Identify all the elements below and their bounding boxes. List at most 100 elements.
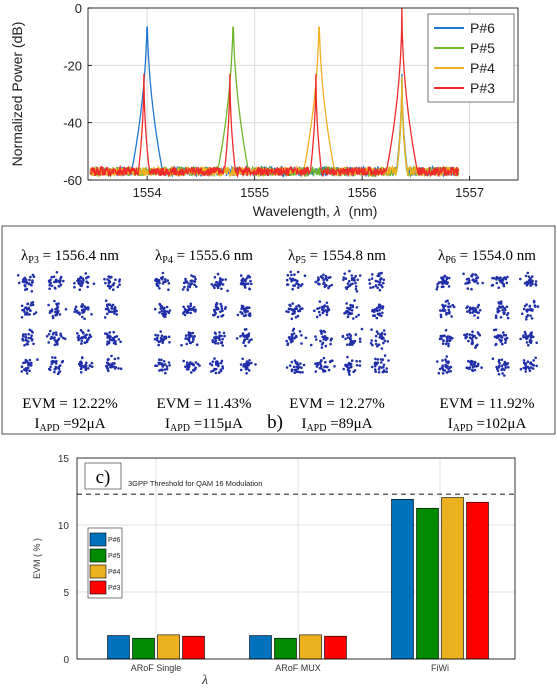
symbol-point bbox=[346, 343, 349, 346]
symbol-point bbox=[188, 307, 191, 311]
symbol-point bbox=[525, 283, 529, 287]
symbol-point bbox=[23, 368, 27, 372]
symbol-point bbox=[215, 302, 219, 305]
symbol-point bbox=[191, 340, 194, 343]
symbol-point bbox=[241, 357, 244, 361]
symbol-point bbox=[240, 279, 243, 282]
symbol-point bbox=[242, 341, 245, 344]
symbol-point bbox=[80, 305, 83, 308]
constellation-panel: λP3 = 1556.4 nm EVM = 12.22% IAPD =92μA λP4… bbox=[0, 224, 557, 436]
symbol-point bbox=[344, 277, 348, 280]
symbol-point bbox=[186, 285, 190, 288]
x-axis-title-unit: (nm) bbox=[349, 203, 378, 219]
symbol-point bbox=[448, 310, 451, 314]
symbol-point bbox=[48, 280, 51, 284]
symbol-point bbox=[291, 339, 294, 343]
symbol-point bbox=[182, 359, 185, 363]
symbol-point bbox=[344, 363, 347, 367]
symbol-point bbox=[161, 271, 165, 275]
symbol-point bbox=[476, 343, 479, 347]
symbol-point bbox=[107, 357, 110, 361]
iapd-subscript: APD bbox=[170, 423, 190, 434]
symbol-point bbox=[294, 368, 298, 372]
symbol-point bbox=[320, 367, 323, 370]
symbol-point bbox=[375, 342, 378, 346]
symbol-point bbox=[187, 334, 191, 337]
symbol-point bbox=[79, 280, 83, 283]
symbol-point bbox=[526, 360, 530, 363]
symbol-point bbox=[317, 310, 321, 314]
symbol-point bbox=[447, 305, 450, 308]
symbol-point bbox=[184, 365, 187, 368]
symbol-point bbox=[295, 362, 299, 365]
symbol-point bbox=[376, 286, 380, 289]
symbol-point bbox=[119, 367, 123, 370]
symbol-point bbox=[470, 342, 474, 346]
symbol-point bbox=[374, 279, 378, 283]
symbol-point bbox=[213, 275, 217, 279]
symbol-point bbox=[319, 275, 323, 278]
symbol-point bbox=[524, 332, 527, 336]
symbol-point bbox=[327, 368, 331, 372]
symbol-point bbox=[376, 274, 380, 278]
constellation-wavelength-label: λP3 = 1556.4 nm bbox=[21, 248, 119, 266]
symbol-point bbox=[436, 283, 439, 286]
symbol-point bbox=[243, 338, 247, 341]
symbol-point bbox=[158, 281, 161, 285]
symbol-point bbox=[105, 303, 109, 307]
symbol-point bbox=[300, 366, 303, 370]
symbol-point bbox=[198, 364, 201, 367]
symbol-point bbox=[156, 338, 159, 342]
iapd-label: IAPD =102μA bbox=[448, 416, 527, 434]
symbol-point bbox=[354, 287, 358, 291]
symbol-point bbox=[355, 306, 359, 309]
x-tick-label: ARoF Single bbox=[131, 663, 182, 673]
symbol-point bbox=[329, 359, 333, 363]
symbol-point bbox=[286, 283, 289, 286]
symbol-point bbox=[505, 281, 509, 285]
symbol-point bbox=[118, 283, 121, 286]
symbol-point bbox=[352, 317, 355, 320]
symbol-point bbox=[522, 366, 526, 370]
symbol-point bbox=[525, 318, 528, 321]
symbol-point bbox=[215, 281, 219, 284]
symbol-point bbox=[53, 343, 57, 347]
symbol-point bbox=[368, 278, 371, 282]
symbol-point bbox=[380, 347, 384, 350]
symbol-point bbox=[524, 367, 528, 371]
symbol-point bbox=[372, 310, 376, 314]
symbol-point bbox=[224, 278, 227, 281]
symbol-point bbox=[212, 313, 216, 317]
symbol-point bbox=[507, 365, 510, 369]
symbol-point bbox=[161, 282, 165, 285]
symbol-point bbox=[529, 362, 532, 365]
symbol-point bbox=[371, 285, 375, 289]
symbol-point bbox=[30, 334, 33, 337]
symbol-point bbox=[325, 313, 329, 317]
symbol-point bbox=[350, 359, 354, 362]
symbol-point bbox=[326, 365, 329, 369]
symbol-point bbox=[347, 313, 350, 316]
symbol-point bbox=[293, 371, 297, 374]
symbol-point bbox=[524, 370, 527, 373]
symbol-point bbox=[435, 287, 439, 291]
symbol-point bbox=[319, 330, 323, 333]
symbol-point bbox=[21, 334, 25, 337]
symbol-point bbox=[530, 281, 533, 284]
symbol-point bbox=[319, 339, 322, 343]
symbol-point bbox=[239, 274, 243, 277]
symbol-point bbox=[500, 335, 503, 339]
symbol-point bbox=[358, 364, 362, 367]
symbol-point bbox=[291, 302, 295, 305]
symbol-point bbox=[380, 314, 383, 318]
symbol-point bbox=[286, 343, 290, 347]
symbol-point bbox=[314, 370, 318, 373]
symbol-point bbox=[223, 334, 226, 338]
symbol-point bbox=[31, 279, 34, 282]
symbol-point bbox=[471, 369, 475, 373]
symbol-point bbox=[24, 313, 27, 316]
symbol-point bbox=[497, 372, 501, 376]
symbol-point bbox=[535, 364, 538, 368]
symbol-point bbox=[374, 357, 377, 361]
